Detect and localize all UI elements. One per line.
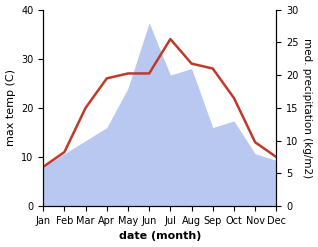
- Y-axis label: max temp (C): max temp (C): [5, 69, 16, 146]
- X-axis label: date (month): date (month): [119, 231, 201, 242]
- Y-axis label: med. precipitation (kg/m2): med. precipitation (kg/m2): [302, 38, 313, 178]
